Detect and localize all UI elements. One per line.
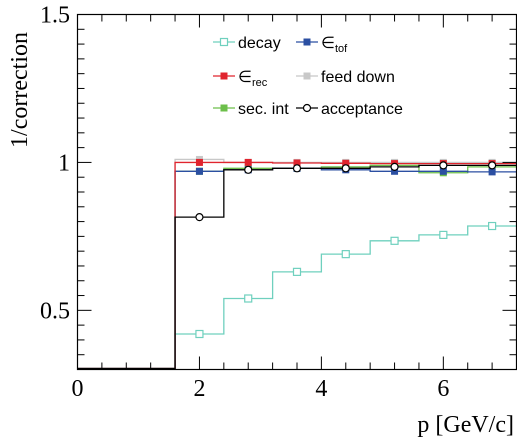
- legend-entry-feed-down: feed down: [296, 69, 395, 86]
- point-decay: [390, 236, 399, 245]
- legend-marker-sec-int: [220, 104, 228, 112]
- legend-marker-decay: [219, 37, 229, 47]
- legend: decay ∈tof ∈rec feed down sec. int acceptance: [213, 35, 403, 118]
- legend-label-sec-int: sec. int: [238, 101, 289, 118]
- point-decay: [488, 221, 497, 231]
- series-rec: [77, 158, 517, 370]
- point-tof: [488, 168, 496, 176]
- y-axis-label: 1/correction: [7, 32, 33, 148]
- point-acceptance: [341, 164, 350, 173]
- point-rec: [195, 158, 203, 166]
- series-tof: [77, 164, 517, 370]
- legend-marker-rec: [220, 72, 228, 80]
- legend-label-rec: ∈rec: [238, 69, 268, 89]
- y-tick-label: 1: [58, 150, 70, 176]
- series-acceptance: [77, 161, 517, 370]
- point-acceptance: [439, 161, 448, 170]
- legend-entry-acceptance: acceptance: [296, 101, 403, 118]
- point-rec: [293, 159, 301, 167]
- legend-subscript-tof: tof: [335, 43, 348, 55]
- legend-label-acceptance: acceptance: [321, 101, 403, 118]
- point-tof: [391, 167, 399, 175]
- legend-marker-tof: [303, 38, 311, 46]
- x-tick-label: 0: [72, 376, 84, 402]
- x-tick-label: 6: [437, 376, 449, 402]
- series-decay: [77, 221, 517, 370]
- point-decay: [439, 230, 448, 239]
- legend-entry-decay: decay: [213, 35, 281, 52]
- point-rec: [244, 158, 252, 166]
- x-axis-label: p [GeV/c]: [417, 412, 514, 438]
- y-tick-label: 0.5: [40, 298, 70, 324]
- point-decay: [341, 250, 350, 259]
- y-tick-label: 1.5: [40, 3, 70, 29]
- series-line-rec: [77, 161, 517, 370]
- point-decay: [195, 329, 204, 339]
- legend-label-decay: decay: [238, 35, 281, 52]
- series-line-feed-down: [77, 158, 517, 370]
- x-tick-label: 4: [315, 376, 327, 402]
- point-acceptance: [244, 165, 253, 174]
- legend-entry-tof: ∈tof: [296, 35, 348, 55]
- axis-ticks: 0 2 4 6 0.5 1 1.5: [40, 3, 517, 402]
- series-layer: [77, 155, 517, 370]
- legend-subscript-rec: rec: [252, 77, 268, 89]
- legend-label-feed-down: feed down: [321, 69, 395, 86]
- legend-entry-sec-int: sec. int: [213, 101, 289, 118]
- legend-label-tof: ∈tof: [321, 35, 348, 55]
- series-line-decay: [77, 225, 517, 370]
- series-sec-int: [77, 161, 517, 370]
- point-tof: [439, 167, 447, 175]
- point-tof: [195, 167, 203, 175]
- point-acceptance: [292, 164, 302, 173]
- point-decay: [292, 267, 302, 276]
- point-decay: [244, 294, 253, 303]
- plot-frame: [76, 13, 517, 371]
- point-acceptance: [195, 213, 204, 222]
- legend-marker-acceptance: [302, 103, 312, 113]
- series-feed-down: [77, 155, 517, 370]
- legend-marker-feed-down: [303, 72, 311, 80]
- x-tick-label: 2: [193, 376, 205, 402]
- legend-entry-rec: ∈rec: [213, 69, 268, 89]
- series-line-sec-int: [77, 164, 517, 370]
- point-rec: [342, 159, 350, 167]
- point-acceptance: [488, 161, 497, 170]
- series-line-acceptance: [77, 164, 517, 370]
- point-acceptance: [390, 162, 399, 171]
